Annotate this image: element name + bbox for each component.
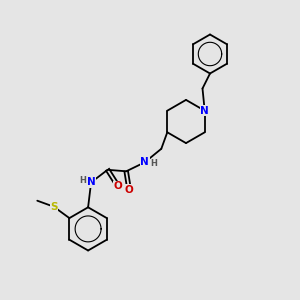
Text: H: H (79, 176, 86, 185)
Text: N: N (140, 157, 149, 167)
Text: H: H (150, 159, 157, 168)
Text: N: N (87, 177, 95, 188)
Text: O: O (114, 181, 122, 191)
Text: S: S (50, 202, 58, 212)
Text: N: N (200, 106, 209, 116)
Text: O: O (125, 185, 134, 195)
